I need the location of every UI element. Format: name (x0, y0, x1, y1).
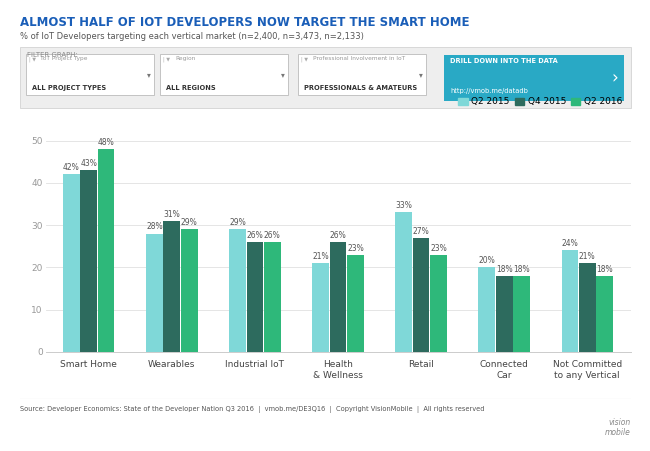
Text: ▾: ▾ (147, 70, 151, 79)
Bar (298, 54, 426, 96)
Text: 18%: 18% (597, 265, 613, 274)
Text: 48%: 48% (98, 138, 114, 147)
Text: | ▼: | ▼ (29, 56, 36, 62)
Text: ALL PROJECT TYPES: ALL PROJECT TYPES (32, 85, 106, 91)
Bar (63, 175, 79, 352)
Text: ALL REGIONS: ALL REGIONS (166, 85, 216, 91)
Bar (478, 267, 495, 352)
Text: Region: Region (176, 56, 196, 61)
Text: FILTER GRAPH:: FILTER GRAPH: (27, 52, 78, 58)
Text: 20%: 20% (478, 256, 495, 265)
Bar (562, 250, 578, 352)
Bar (413, 238, 430, 352)
Bar (347, 255, 364, 352)
Text: 43%: 43% (80, 159, 97, 168)
Text: Professional Involvement in IoT: Professional Involvement in IoT (313, 56, 405, 61)
Text: http://vmob.me/datadb: http://vmob.me/datadb (450, 87, 528, 94)
Bar (444, 55, 625, 101)
Text: 26%: 26% (330, 231, 346, 240)
Bar (514, 276, 530, 352)
Text: 42%: 42% (63, 163, 80, 172)
Text: 26%: 26% (246, 231, 263, 240)
Bar (395, 212, 412, 352)
Text: ›: › (612, 69, 618, 87)
Bar (25, 54, 154, 96)
Text: 29%: 29% (229, 218, 246, 227)
Text: ▾: ▾ (281, 70, 285, 79)
Bar (98, 149, 114, 352)
Text: % of IoT Developers targeting each vertical market (n=2,400, n=3,473, n=2,133): % of IoT Developers targeting each verti… (20, 32, 363, 41)
Bar (496, 276, 512, 352)
Bar (579, 263, 595, 352)
Bar (81, 170, 97, 352)
Text: Source: Developer Economics: State of the Developer Nation Q3 2016  |  vmob.me/D: Source: Developer Economics: State of th… (20, 406, 484, 413)
Text: 26%: 26% (264, 231, 281, 240)
Text: 18%: 18% (514, 265, 530, 274)
Bar (312, 263, 329, 352)
Text: vision
mobile: vision mobile (604, 418, 630, 437)
Text: 31%: 31% (163, 210, 180, 219)
Bar (160, 54, 289, 96)
Text: 33%: 33% (395, 201, 412, 210)
Bar (229, 229, 246, 352)
Text: 24%: 24% (562, 239, 578, 249)
Text: 21%: 21% (579, 252, 595, 261)
Bar (246, 242, 263, 352)
Bar (264, 242, 281, 352)
Text: | ▼: | ▼ (300, 56, 307, 62)
Bar (164, 221, 180, 352)
Text: ALMOST HALF OF IOT DEVELOPERS NOW TARGET THE SMART HOME: ALMOST HALF OF IOT DEVELOPERS NOW TARGET… (20, 16, 469, 29)
Text: 23%: 23% (430, 244, 447, 253)
Text: PROFESSIONALS & AMATEURS: PROFESSIONALS & AMATEURS (304, 85, 417, 91)
Bar (430, 255, 447, 352)
Text: 27%: 27% (413, 227, 430, 235)
Text: IoT Project Type: IoT Project Type (41, 56, 87, 61)
Text: 29%: 29% (181, 218, 198, 227)
Bar (181, 229, 198, 352)
Text: 21%: 21% (312, 252, 329, 261)
Bar (597, 276, 613, 352)
Bar (146, 234, 162, 352)
Text: DRILL DOWN INTO THE DATA: DRILL DOWN INTO THE DATA (450, 58, 558, 64)
Text: | ▼: | ▼ (163, 56, 170, 62)
Legend: Q2 2015, Q4 2015, Q2 2016: Q2 2015, Q4 2015, Q2 2016 (455, 94, 626, 110)
Bar (330, 242, 346, 352)
Text: 28%: 28% (146, 222, 162, 231)
Text: ▾: ▾ (419, 70, 422, 79)
Text: 18%: 18% (496, 265, 512, 274)
Text: 23%: 23% (347, 244, 364, 253)
